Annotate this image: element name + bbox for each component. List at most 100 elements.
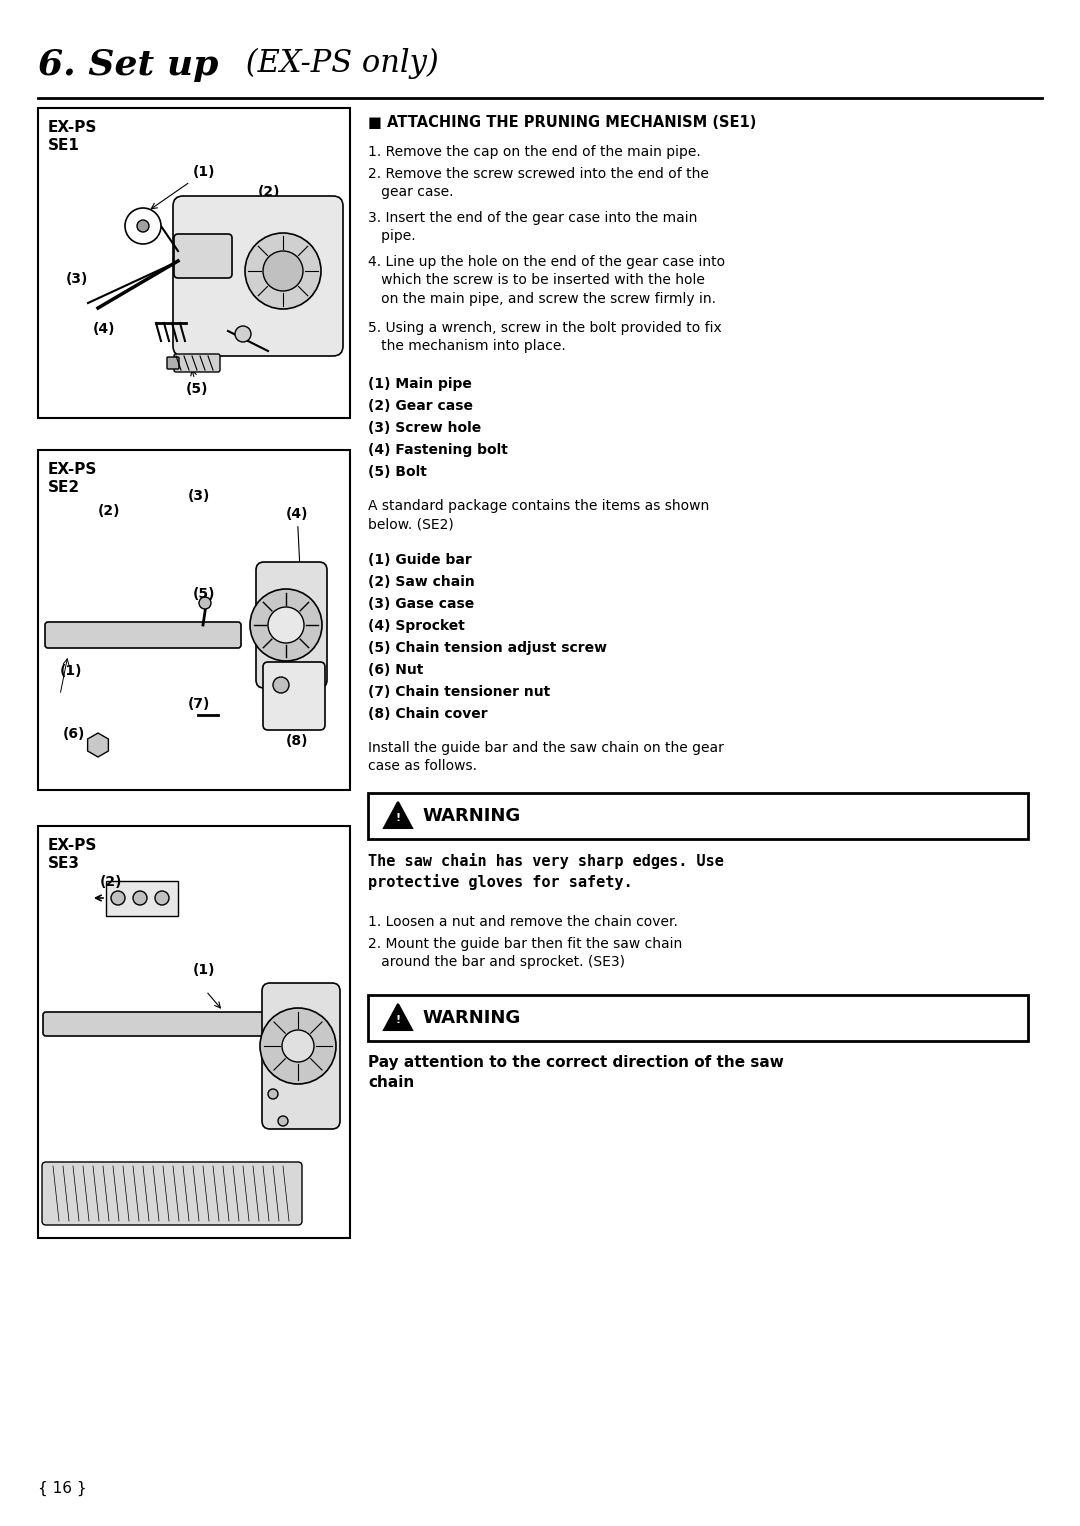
Bar [230, 1033, 235, 1041]
Bar [174, 1157, 179, 1163]
Bar [178, 645, 184, 653]
Bar [106, 617, 112, 626]
Bar [208, 1033, 213, 1041]
Bar [106, 881, 178, 916]
Bar [252, 1033, 257, 1041]
Text: (3) Gase case: (3) Gase case [368, 597, 474, 610]
Text: The saw chain has very sharp edges. Use
protective gloves for safety.: The saw chain has very sharp edges. Use … [368, 853, 724, 890]
Bar [119, 1157, 124, 1163]
Text: (2): (2) [98, 504, 121, 517]
Text: (2): (2) [212, 185, 281, 233]
Bar [70, 617, 76, 626]
Bar [164, 1033, 168, 1041]
Bar [65, 1033, 70, 1041]
Bar [190, 645, 195, 653]
Bar [197, 1033, 202, 1041]
Bar [186, 1009, 191, 1015]
Text: (4) Fastening bolt: (4) Fastening bolt [368, 443, 508, 456]
Bar [164, 1009, 168, 1015]
Text: (1) Guide bar: (1) Guide bar [368, 552, 472, 568]
Text: (2): (2) [100, 874, 122, 890]
Circle shape [249, 589, 322, 661]
Bar [109, 1033, 114, 1041]
Text: SE2: SE2 [48, 481, 80, 494]
Circle shape [137, 220, 149, 232]
Text: (1) Main pipe: (1) Main pipe [368, 377, 472, 391]
Bar [214, 645, 220, 653]
Bar [207, 1157, 212, 1163]
Bar [175, 1009, 180, 1015]
Bar [58, 617, 64, 626]
Bar [86, 1157, 91, 1163]
Bar [208, 1009, 213, 1015]
Bar [202, 645, 208, 653]
Bar [214, 617, 220, 626]
Text: EX-PS: EX-PS [48, 121, 97, 134]
Text: (8): (8) [285, 699, 309, 748]
FancyBboxPatch shape [167, 357, 179, 369]
Bar [219, 1033, 224, 1041]
Bar [118, 617, 124, 626]
Bar [226, 617, 232, 626]
Text: (3): (3) [66, 272, 89, 285]
Bar [131, 1009, 136, 1015]
Bar [141, 645, 148, 653]
FancyBboxPatch shape [174, 354, 220, 372]
Bar [202, 617, 208, 626]
Text: (5) Bolt: (5) Bolt [368, 465, 427, 479]
Text: (4): (4) [93, 322, 116, 336]
Bar [109, 1009, 114, 1015]
Text: (5): (5) [186, 369, 208, 397]
FancyBboxPatch shape [264, 662, 325, 729]
Bar [82, 617, 87, 626]
Bar [98, 1009, 103, 1015]
Polygon shape [384, 803, 411, 829]
Bar [166, 617, 172, 626]
Text: EX-PS: EX-PS [48, 462, 97, 478]
Text: (4): (4) [286, 507, 309, 586]
Bar [154, 617, 160, 626]
Bar [130, 617, 136, 626]
Text: (EX-PS only): (EX-PS only) [237, 47, 438, 79]
Text: (3) Screw hole: (3) Screw hole [368, 421, 482, 435]
Text: !: ! [395, 813, 401, 823]
Text: ■ ATTACHING THE PRUNING MECHANISM (SE1): ■ ATTACHING THE PRUNING MECHANISM (SE1) [368, 114, 756, 130]
FancyBboxPatch shape [256, 562, 327, 688]
Circle shape [111, 891, 125, 905]
Text: 2. Remove the screw screwed into the end of the
   gear case.: 2. Remove the screw screwed into the end… [368, 166, 708, 200]
Circle shape [268, 607, 303, 642]
Bar [76, 1009, 81, 1015]
Bar [218, 1157, 222, 1163]
Bar [252, 1009, 257, 1015]
Text: WARNING: WARNING [422, 807, 521, 826]
Text: (2) Gear case: (2) Gear case [368, 398, 473, 414]
Bar [94, 617, 100, 626]
Text: (8) Chain cover: (8) Chain cover [368, 707, 488, 720]
Polygon shape [384, 1004, 411, 1030]
Bar [152, 1157, 157, 1163]
Text: (2) Saw chain: (2) Saw chain [368, 575, 475, 589]
Bar [38, 450, 350, 790]
Text: Install the guide bar and the saw chain on the gear
case as follows.: Install the guide bar and the saw chain … [368, 742, 724, 774]
Bar [118, 645, 124, 653]
Bar [141, 617, 148, 626]
Bar [87, 1033, 92, 1041]
Text: { 16 }: { 16 } [38, 1480, 86, 1495]
Bar [131, 1033, 136, 1041]
Bar [175, 1033, 180, 1041]
Circle shape [260, 1009, 336, 1083]
Text: 3. Insert the end of the gear case into the main
   pipe.: 3. Insert the end of the gear case into … [368, 211, 698, 244]
Bar [38, 108, 350, 418]
Bar [219, 1009, 224, 1015]
Text: (4) Sprocket: (4) Sprocket [368, 620, 464, 633]
Text: (1): (1) [151, 165, 216, 209]
Bar [54, 1009, 59, 1015]
Text: EX-PS: EX-PS [48, 838, 97, 853]
Bar [230, 1009, 235, 1015]
Circle shape [278, 1116, 288, 1126]
Bar [195, 1157, 201, 1163]
FancyBboxPatch shape [42, 1161, 302, 1225]
Circle shape [268, 1090, 278, 1099]
Circle shape [199, 597, 211, 609]
Circle shape [264, 250, 303, 291]
